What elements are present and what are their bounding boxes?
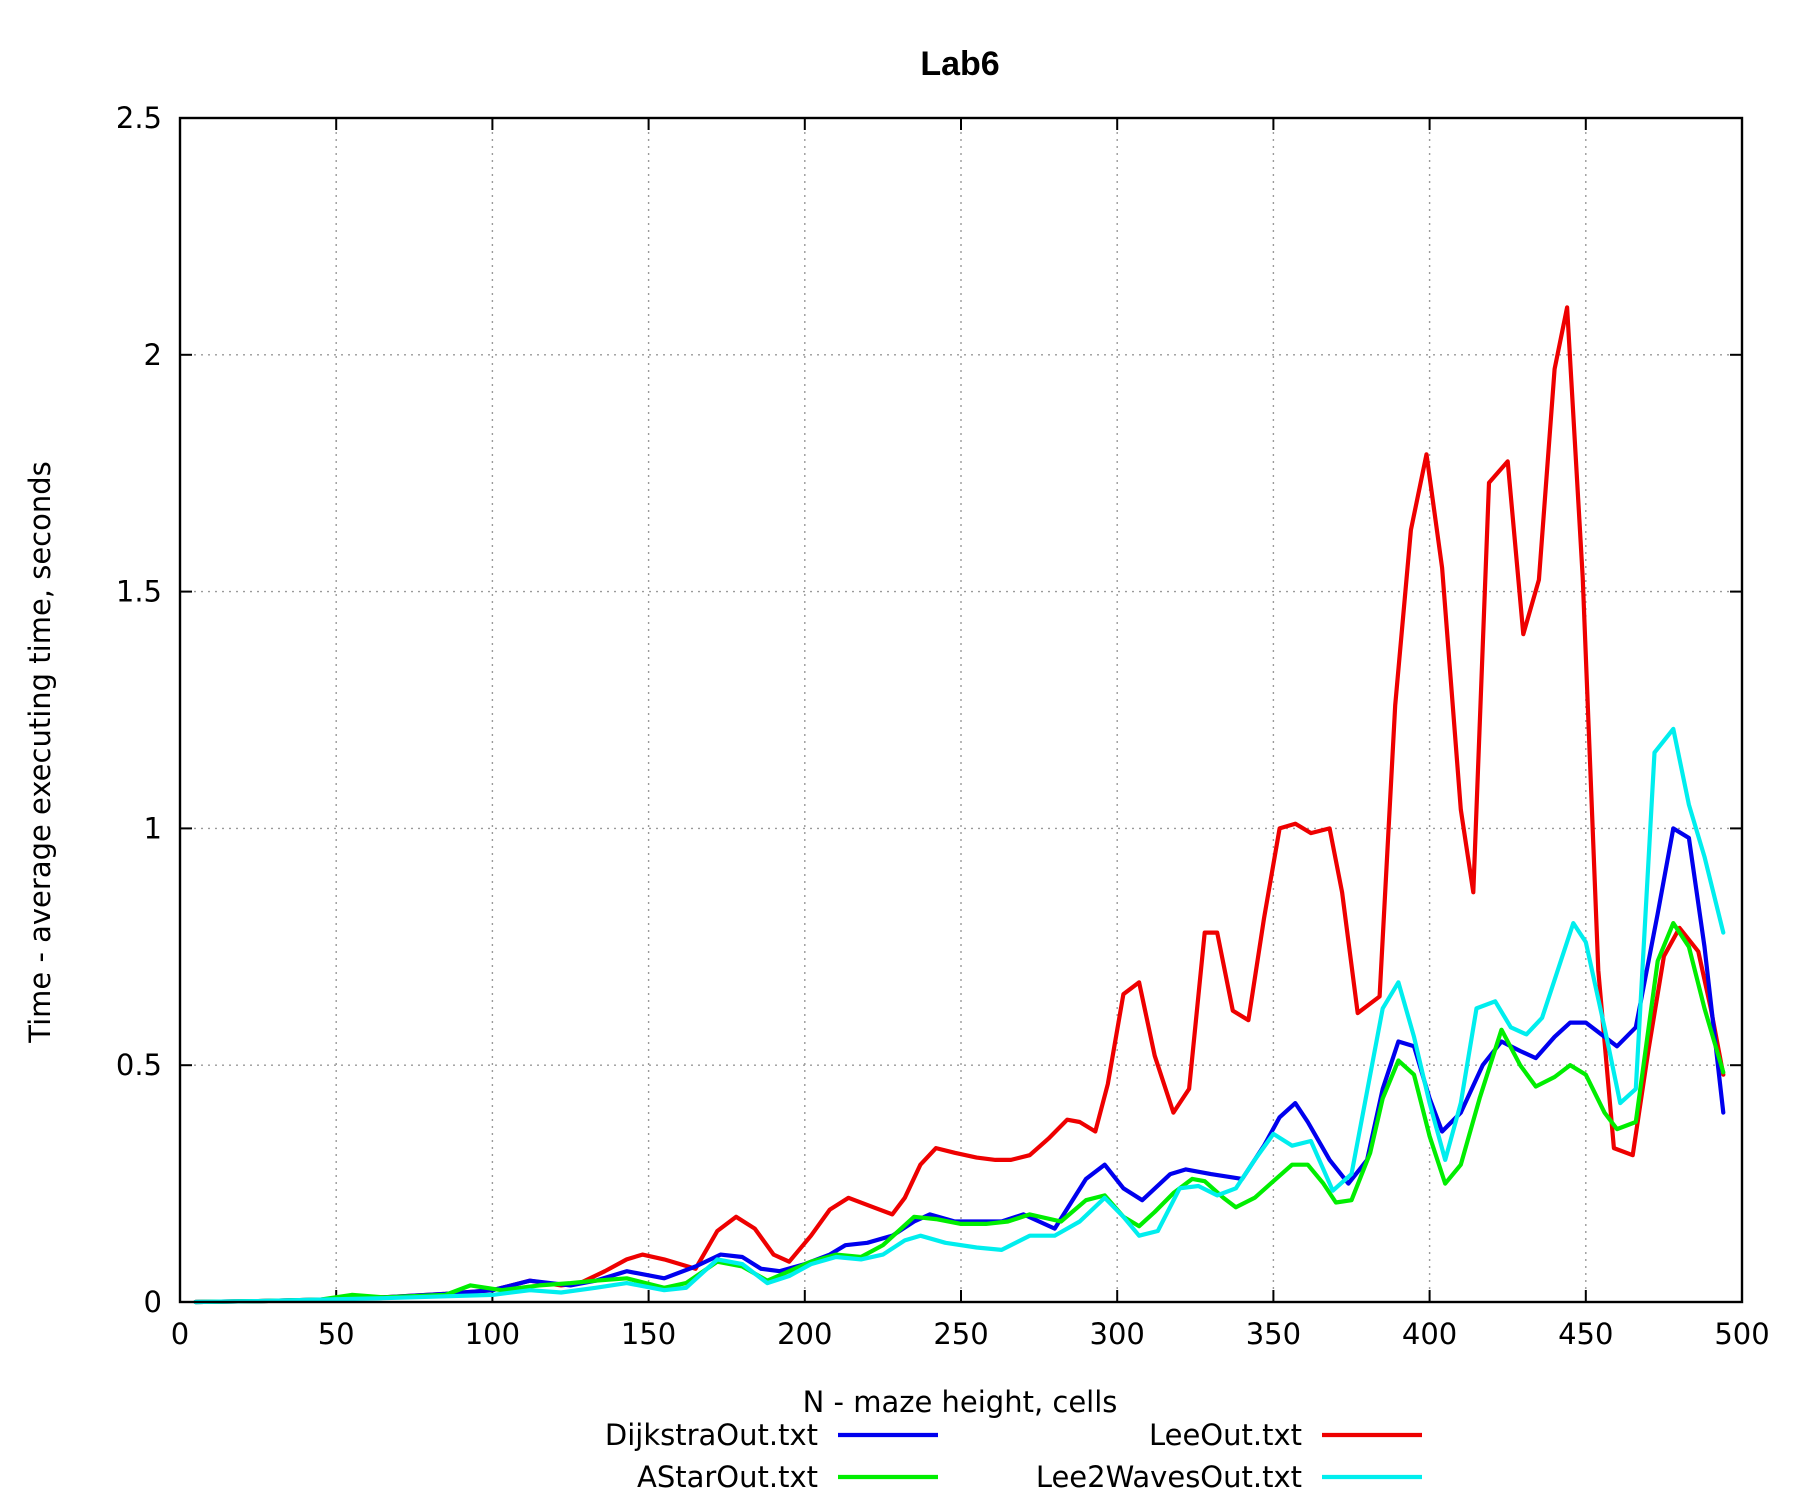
legend-label-lee2waves: Lee2WavesOut.txt	[1036, 1460, 1302, 1494]
legend: DijkstraOut.txt LeeOut.txt AStarOut.txt Lee…	[605, 1418, 1422, 1494]
y-tick-label: 0.5	[116, 1048, 162, 1082]
legend-label-astar: AStarOut.txt	[637, 1460, 818, 1494]
y-tick-label: 0	[144, 1285, 162, 1319]
x-tick-label: 150	[621, 1317, 676, 1351]
y-tick-label: 1.5	[116, 575, 162, 609]
x-tick-label: 100	[465, 1317, 520, 1351]
chart-title: Lab6	[920, 45, 999, 83]
plot-frame	[178, 116, 1744, 1304]
x-tick-label: 50	[318, 1317, 355, 1351]
x-tick-label: 450	[1558, 1317, 1613, 1351]
x-tick-label: 0	[171, 1317, 189, 1351]
y-tick-label: 2.5	[116, 101, 162, 135]
x-tick-label: 200	[777, 1317, 832, 1351]
x-tick-label: 250	[933, 1317, 988, 1351]
series-line-lee2waves	[193, 726, 1726, 1305]
x-tick-label: 300	[1090, 1317, 1145, 1351]
series-line-dijkstra	[193, 826, 1726, 1305]
y-axis-label: Time - average executing time, seconds	[23, 461, 57, 1044]
plot-series	[193, 305, 1726, 1305]
axis-ticks: 0 50 100 150 200 250 300 350 400 450 500 0 0.5 1 1.5 2 2…	[116, 101, 1770, 1351]
series-line-lee	[193, 305, 1726, 1305]
x-tick-label: 400	[1402, 1317, 1457, 1351]
legend-label-lee: LeeOut.txt	[1149, 1418, 1302, 1452]
x-tick-label: 350	[1246, 1317, 1301, 1351]
y-tick-label: 2	[144, 338, 162, 372]
grid-lines	[180, 118, 1742, 1302]
x-tick-label: 500	[1714, 1317, 1769, 1351]
series-line-astar	[193, 920, 1726, 1305]
legend-label-dijkstra: DijkstraOut.txt	[605, 1418, 818, 1452]
x-axis-label: N - maze height, cells	[803, 1385, 1118, 1419]
y-tick-label: 1	[144, 811, 162, 845]
